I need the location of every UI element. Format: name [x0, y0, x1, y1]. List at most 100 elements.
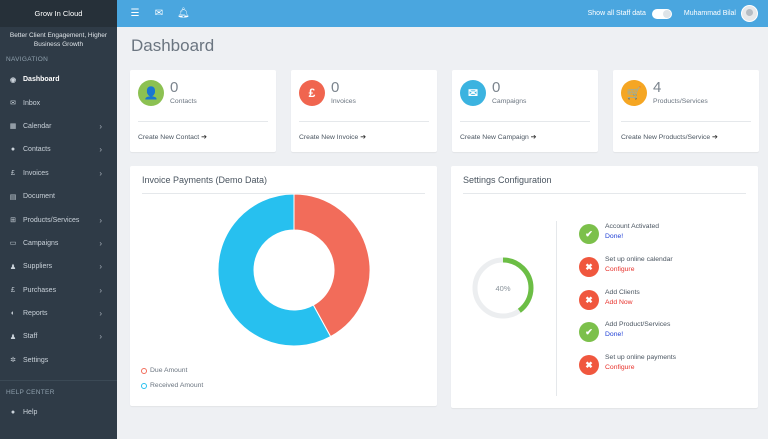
- task-label: Set up online calendar: [605, 255, 673, 263]
- task-label: Account Activated: [605, 223, 660, 230]
- sidebar-item-contacts[interactable]: ● Contacts ›: [0, 138, 117, 161]
- stat-divider: [621, 121, 751, 122]
- user-icon: ●: [10, 146, 16, 154]
- invoice-payments-panel: Invoice Payments (Demo Data) Due Amount …: [130, 166, 437, 406]
- stat-label: Products/Services: [653, 98, 708, 105]
- pound-icon: £: [11, 286, 15, 294]
- gear-icon: ✲: [10, 357, 16, 365]
- chevron-right-icon: ›: [99, 121, 102, 131]
- sidebar-item-label: Suppliers: [23, 263, 53, 271]
- avatar[interactable]: [741, 5, 758, 22]
- sidebar-item-calendar[interactable]: ▦ Calendar ›: [0, 115, 117, 138]
- sidebar-item-label: Staff: [23, 333, 38, 341]
- chevron-right-icon: ›: [99, 262, 102, 272]
- stat-link-label: Create New Invoice: [299, 134, 359, 141]
- sidebar-item-products-services[interactable]: ⊞ Products/Services ›: [0, 208, 117, 231]
- sidebar-item-reports[interactable]: ◐ Reports ›: [0, 302, 117, 325]
- stat-count: 4: [653, 79, 662, 96]
- brand-name[interactable]: Grow In Cloud: [0, 0, 117, 27]
- stat-create-link[interactable]: Create New Campaign ➔: [460, 133, 537, 141]
- donut-slice-received-amount[interactable]: [217, 193, 332, 347]
- chevron-right-icon: ›: [99, 285, 102, 295]
- stat-create-link[interactable]: Create New Invoice ➔: [299, 133, 366, 141]
- arrow-right-icon: ➔: [360, 134, 367, 141]
- chevron-right-icon: ›: [99, 332, 102, 342]
- sidebar-item-inbox[interactable]: ✉ Inbox: [0, 91, 117, 114]
- stat-card-invoices: £0 Invoices Create New Invoice ➔: [291, 70, 437, 152]
- legend-received-label: Received Amount: [150, 382, 204, 389]
- staff-icon: ♟: [9, 333, 17, 341]
- sidebar-item-label: Calendar: [23, 122, 52, 130]
- arrow-right-icon: ➔: [712, 134, 718, 141]
- task-action-link[interactable]: Add Now: [605, 298, 633, 306]
- task-action-link[interactable]: Done!: [605, 331, 624, 339]
- help-list: ● Help: [0, 401, 117, 424]
- sidebar-item-invoices[interactable]: £ Invoices ›: [0, 162, 117, 185]
- stat-count: 0: [492, 79, 501, 96]
- stat-divider: [138, 121, 268, 122]
- close-icon: ✖: [579, 355, 599, 376]
- chevron-right-icon: ›: [99, 168, 102, 178]
- sidebar-item-label: Document: [23, 193, 55, 201]
- sidebar-item-label: Dashboard: [23, 76, 60, 84]
- staff-data-toggle[interactable]: [651, 8, 672, 19]
- sidebar-item-label: Help: [23, 409, 38, 417]
- chevron-right-icon: ›: [99, 238, 102, 248]
- sidebar-item-help[interactable]: ● Help: [0, 401, 117, 424]
- nav-heading: NAVIGATION: [6, 56, 49, 63]
- sidebar-item-label: Campaigns: [23, 239, 59, 247]
- invoice-panel-title: Invoice Payments (Demo Data): [142, 175, 268, 185]
- inbox-icon: ✉: [10, 100, 16, 108]
- user-name[interactable]: Muhammad Bilal: [683, 10, 736, 17]
- task-label: Add Product/Services: [605, 321, 671, 329]
- settings-panel-title: Settings Configuration: [463, 175, 552, 185]
- sidebar-divider: [0, 380, 117, 382]
- stat-divider: [299, 121, 429, 122]
- task-action-link[interactable]: Done!: [605, 233, 624, 240]
- bell-icon[interactable]: 🔔︎: [177, 8, 190, 19]
- sidebar-item-label: Products/Services: [23, 216, 80, 224]
- task-action-link[interactable]: Configure: [605, 364, 635, 372]
- stat-link-label: Create New Products/Service: [621, 134, 711, 141]
- sidebar: Grow In Cloud Better Client Engagement, …: [0, 0, 117, 439]
- pound-icon: £: [299, 80, 325, 106]
- chevron-right-icon: ›: [99, 215, 102, 225]
- progress-ring: 40%: [472, 257, 534, 319]
- arrow-right-icon: ➔: [201, 134, 207, 141]
- menu-icon[interactable]: ☰: [130, 8, 140, 19]
- donut-slice-due-amount[interactable]: [293, 193, 371, 338]
- mail-icon[interactable]: ✉: [154, 8, 164, 19]
- sidebar-item-label: Invoices: [23, 169, 49, 177]
- staff-toggle-label: Show all Staff data: [587, 10, 646, 17]
- help-heading: HELP CENTER: [6, 389, 55, 397]
- sidebar-item-suppliers[interactable]: ♟ Suppliers ›: [0, 255, 117, 278]
- sidebar-item-document[interactable]: ▤ Document: [0, 185, 117, 208]
- sidebar-item-label: Purchases: [23, 286, 57, 294]
- settings-configuration-panel: Settings Configuration 40% ✔ Account Acti…: [451, 166, 758, 408]
- progress-ring-fill: [472, 257, 534, 319]
- task-action-link[interactable]: Configure: [605, 265, 635, 273]
- stat-label: Invoices: [331, 98, 356, 105]
- sidebar-item-staff[interactable]: ♟ Staff ›: [0, 325, 117, 348]
- stat-create-link[interactable]: Create New Contact ➔: [138, 133, 207, 141]
- stat-label: Campaigns: [492, 98, 527, 105]
- chevron-right-icon: ›: [99, 309, 102, 319]
- stat-create-link[interactable]: Create New Products/Service ➔: [621, 133, 718, 141]
- stat-card-contacts: 👤 0 Contacts Create New Contact ➔: [130, 70, 276, 152]
- top-bar: ☰ ✉ 🔔︎ Show all Staff data Muhammad Bila…: [117, 0, 768, 27]
- sidebar-item-purchases[interactable]: £ Purchases ›: [0, 279, 117, 302]
- cart-icon: 🛒: [621, 80, 647, 106]
- cart-icon: ⊞: [10, 217, 16, 225]
- stat-card-campaigns: ✉ 0 Campaigns Create New Campaign ➔: [452, 70, 598, 152]
- help-icon: ●: [10, 409, 16, 417]
- sidebar-item-campaigns[interactable]: ▭ Campaigns ›: [0, 232, 117, 255]
- pound-icon: £: [11, 169, 15, 177]
- check-icon: ✔: [579, 224, 599, 244]
- sidebar-item-settings[interactable]: ✲ Settings: [0, 349, 117, 372]
- sidebar-item-dashboard[interactable]: ◉ Dashboard: [0, 68, 117, 91]
- reports-icon: ◐: [10, 310, 16, 318]
- check-icon: ✔: [579, 322, 599, 343]
- campaign-icon: ▭: [9, 240, 17, 248]
- close-icon: ✖: [579, 289, 599, 310]
- stat-label: Contacts: [170, 98, 197, 105]
